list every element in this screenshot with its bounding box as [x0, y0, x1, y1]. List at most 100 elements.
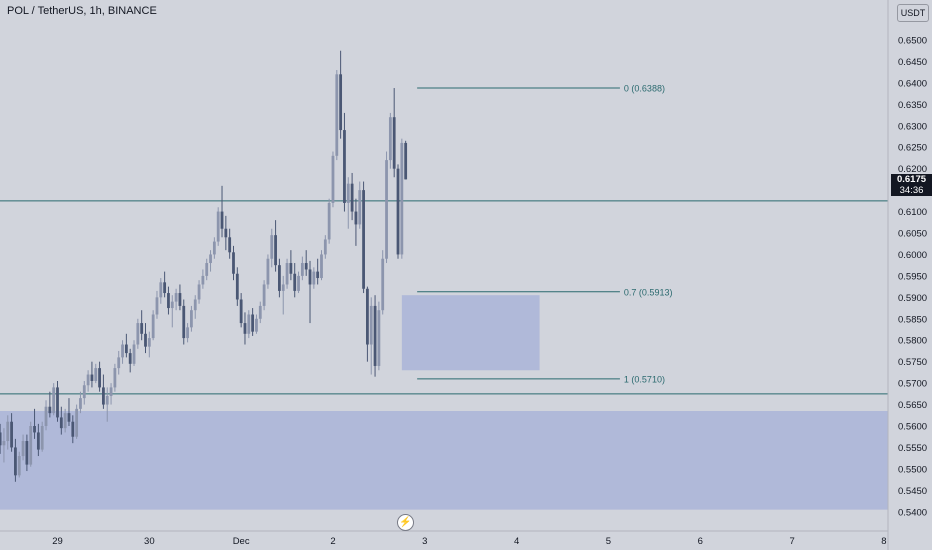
candle-body — [400, 142, 404, 255]
candle-body — [82, 385, 86, 399]
candle-body — [270, 235, 274, 259]
price-tick-label: 0.5450 — [898, 486, 927, 497]
candle-body — [21, 441, 25, 457]
candle-body — [71, 421, 75, 437]
price-tick-label: 0.6100 — [898, 207, 927, 218]
candle-body — [167, 293, 170, 309]
price-tick-label: 0.6300 — [898, 121, 927, 132]
candle-body — [105, 395, 109, 405]
price-tick-label: 0.6050 — [898, 229, 927, 240]
candle-body — [109, 387, 113, 396]
last-price-label: 0.6175 34:36 — [891, 174, 932, 196]
candle-body — [94, 368, 98, 381]
candle-body — [193, 299, 197, 311]
candle-body — [40, 426, 44, 450]
candle-body — [392, 117, 396, 169]
candle-body — [14, 447, 17, 476]
horizontal-levels — [0, 200, 888, 395]
candle-body — [98, 368, 101, 388]
candle-body — [67, 413, 71, 422]
candle-body — [2, 441, 6, 446]
candle-body — [266, 258, 270, 285]
candle-body — [201, 275, 205, 285]
candle-body — [220, 211, 224, 229]
candle-body — [377, 310, 381, 366]
price-tick-label: 0.6500 — [898, 36, 927, 47]
candle-body — [209, 254, 212, 264]
price-tick-label: 0.5500 — [898, 464, 927, 475]
candle-body — [373, 305, 377, 366]
price-tick-label: 0.5650 — [898, 400, 927, 411]
candle-body — [86, 374, 90, 386]
candle-body — [48, 406, 52, 414]
bar-countdown: 34:36 — [899, 185, 924, 196]
candle-body — [212, 241, 216, 255]
candle-body — [136, 323, 140, 345]
price-tick-label: 0.5950 — [898, 271, 927, 282]
candle-body — [56, 387, 59, 418]
candle-body — [205, 263, 209, 276]
price-axis[interactable]: 0.6500 0.6450 0.6400 0.6350 0.6300 0.6250 0.62… — [898, 36, 927, 519]
candle-body — [151, 314, 155, 339]
price-tick-label: 0.5800 — [898, 336, 927, 347]
candle-body — [25, 441, 29, 465]
candle-body — [224, 228, 228, 238]
candle-body — [140, 323, 144, 334]
price-tick-label: 0.5900 — [898, 293, 927, 304]
candle-body — [190, 310, 193, 328]
candle-body — [335, 74, 339, 156]
time-tick-label: 6 — [698, 536, 703, 547]
candle-body — [228, 237, 232, 253]
candle-body — [293, 273, 297, 291]
candle-body — [381, 258, 385, 311]
symbol-title: POL / TetherUS, 1h, BINANCE — [7, 5, 157, 17]
candlestick-series — [0, 50, 408, 482]
candle-body — [147, 338, 151, 347]
price-tick-label: 0.6350 — [898, 100, 927, 111]
candle-body — [174, 293, 178, 302]
candle-body — [59, 417, 63, 429]
time-tick-label: 8 — [881, 536, 886, 547]
candle-body — [186, 327, 189, 339]
candle-body — [388, 117, 392, 161]
currency-button[interactable]: USDT — [897, 4, 929, 22]
candle-body — [163, 282, 167, 294]
candle-body — [10, 421, 13, 448]
candle-body — [90, 374, 94, 381]
price-tick-label: 0.5750 — [898, 357, 927, 368]
candle-body — [170, 301, 174, 309]
price-tick-label: 0.5850 — [898, 314, 927, 325]
candle-body — [102, 387, 105, 405]
lightning-icon[interactable]: ⚡ — [397, 514, 414, 531]
time-axis[interactable]: 29 30 Dec 2 3 4 5 6 7 8 — [52, 536, 886, 547]
time-tick-label: 30 — [144, 536, 155, 547]
time-tick-label: 7 — [789, 536, 794, 547]
candle-body — [316, 271, 320, 279]
candle-body — [297, 275, 300, 291]
candle-body — [124, 344, 128, 354]
candle-body — [235, 273, 239, 300]
price-tick-label: 0.6000 — [898, 250, 927, 261]
candle-body — [232, 252, 235, 274]
candle-body — [33, 426, 36, 433]
supply-demand-zones — [0, 295, 888, 510]
time-tick-label: 5 — [606, 536, 611, 547]
candle-body — [0, 432, 2, 446]
candle-body — [289, 263, 293, 274]
candle-body — [197, 284, 201, 300]
candle-body — [312, 271, 316, 285]
fib-level-label: 1 (0.5710) — [624, 374, 665, 384]
candle-body — [216, 211, 220, 242]
candle-body — [262, 284, 266, 306]
last-price-value: 0.6175 — [896, 174, 927, 185]
candle-body — [281, 284, 285, 291]
candle-body — [79, 398, 82, 409]
candle-body — [346, 183, 350, 203]
zone-rect — [401, 295, 540, 371]
fib-retracement[interactable]: 0 (0.6388) 0.7 (0.5913) 1 (0.5710) — [417, 84, 672, 385]
price-tick-label: 0.5400 — [898, 507, 927, 518]
candle-body — [178, 293, 182, 306]
candle-body — [350, 183, 354, 212]
time-tick-label: 4 — [514, 536, 519, 547]
